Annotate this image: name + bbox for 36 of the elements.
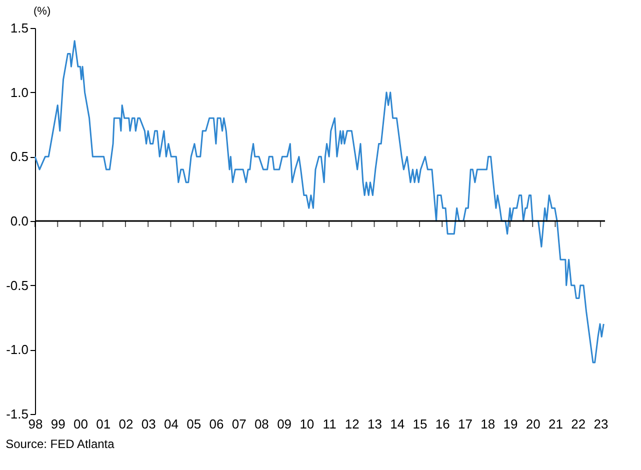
x-tick-label: 98 bbox=[28, 416, 43, 432]
x-tick-label: 01 bbox=[96, 416, 111, 432]
x-tick-label: 10 bbox=[300, 416, 314, 432]
x-tick-label: 04 bbox=[164, 416, 178, 432]
x-tick-label: 21 bbox=[548, 416, 563, 432]
line-series bbox=[34, 40, 604, 364]
x-tick-label: 23 bbox=[594, 416, 608, 432]
y-tick-label: 0.0 bbox=[10, 214, 28, 228]
y-tick-label: -1.5 bbox=[6, 406, 28, 422]
y-tick-label: 1.0 bbox=[10, 84, 28, 100]
x-tick-label: 09 bbox=[277, 416, 292, 432]
source-note: Source: FED Atlanta bbox=[6, 437, 115, 451]
x-tick-label: 02 bbox=[118, 416, 134, 432]
y-tick-label: 1.5 bbox=[10, 20, 28, 36]
x-tick-label: 18 bbox=[480, 416, 496, 432]
y-tick-label: -1.0 bbox=[6, 342, 28, 358]
x-tick-label: 07 bbox=[232, 416, 246, 432]
x-tick-label: 13 bbox=[368, 416, 382, 432]
x-tick-label: 15 bbox=[412, 416, 428, 432]
x-tick-label: 08 bbox=[254, 416, 269, 432]
y-axis-title: (%) bbox=[34, 6, 51, 18]
x-tick-label: 20 bbox=[526, 416, 540, 432]
x-tick-label: 03 bbox=[141, 416, 156, 432]
x-tick-label: 11 bbox=[322, 416, 336, 432]
x-tick-label: 14 bbox=[390, 416, 405, 432]
x-tick-label: 22 bbox=[571, 416, 586, 432]
x-tick-label: 12 bbox=[344, 416, 360, 432]
y-tick-label: -0.5 bbox=[6, 278, 28, 293]
x-tick-label: 19 bbox=[503, 416, 518, 432]
y-tick-label: 0.5 bbox=[10, 149, 28, 164]
x-tick-label: 05 bbox=[186, 416, 202, 432]
x-tick-label: 99 bbox=[50, 416, 66, 432]
x-tick-label: 06 bbox=[209, 416, 224, 432]
x-tick-label: 17 bbox=[458, 416, 472, 432]
x-tick-label: 16 bbox=[435, 416, 450, 432]
x-tick-label: 00 bbox=[74, 416, 88, 432]
